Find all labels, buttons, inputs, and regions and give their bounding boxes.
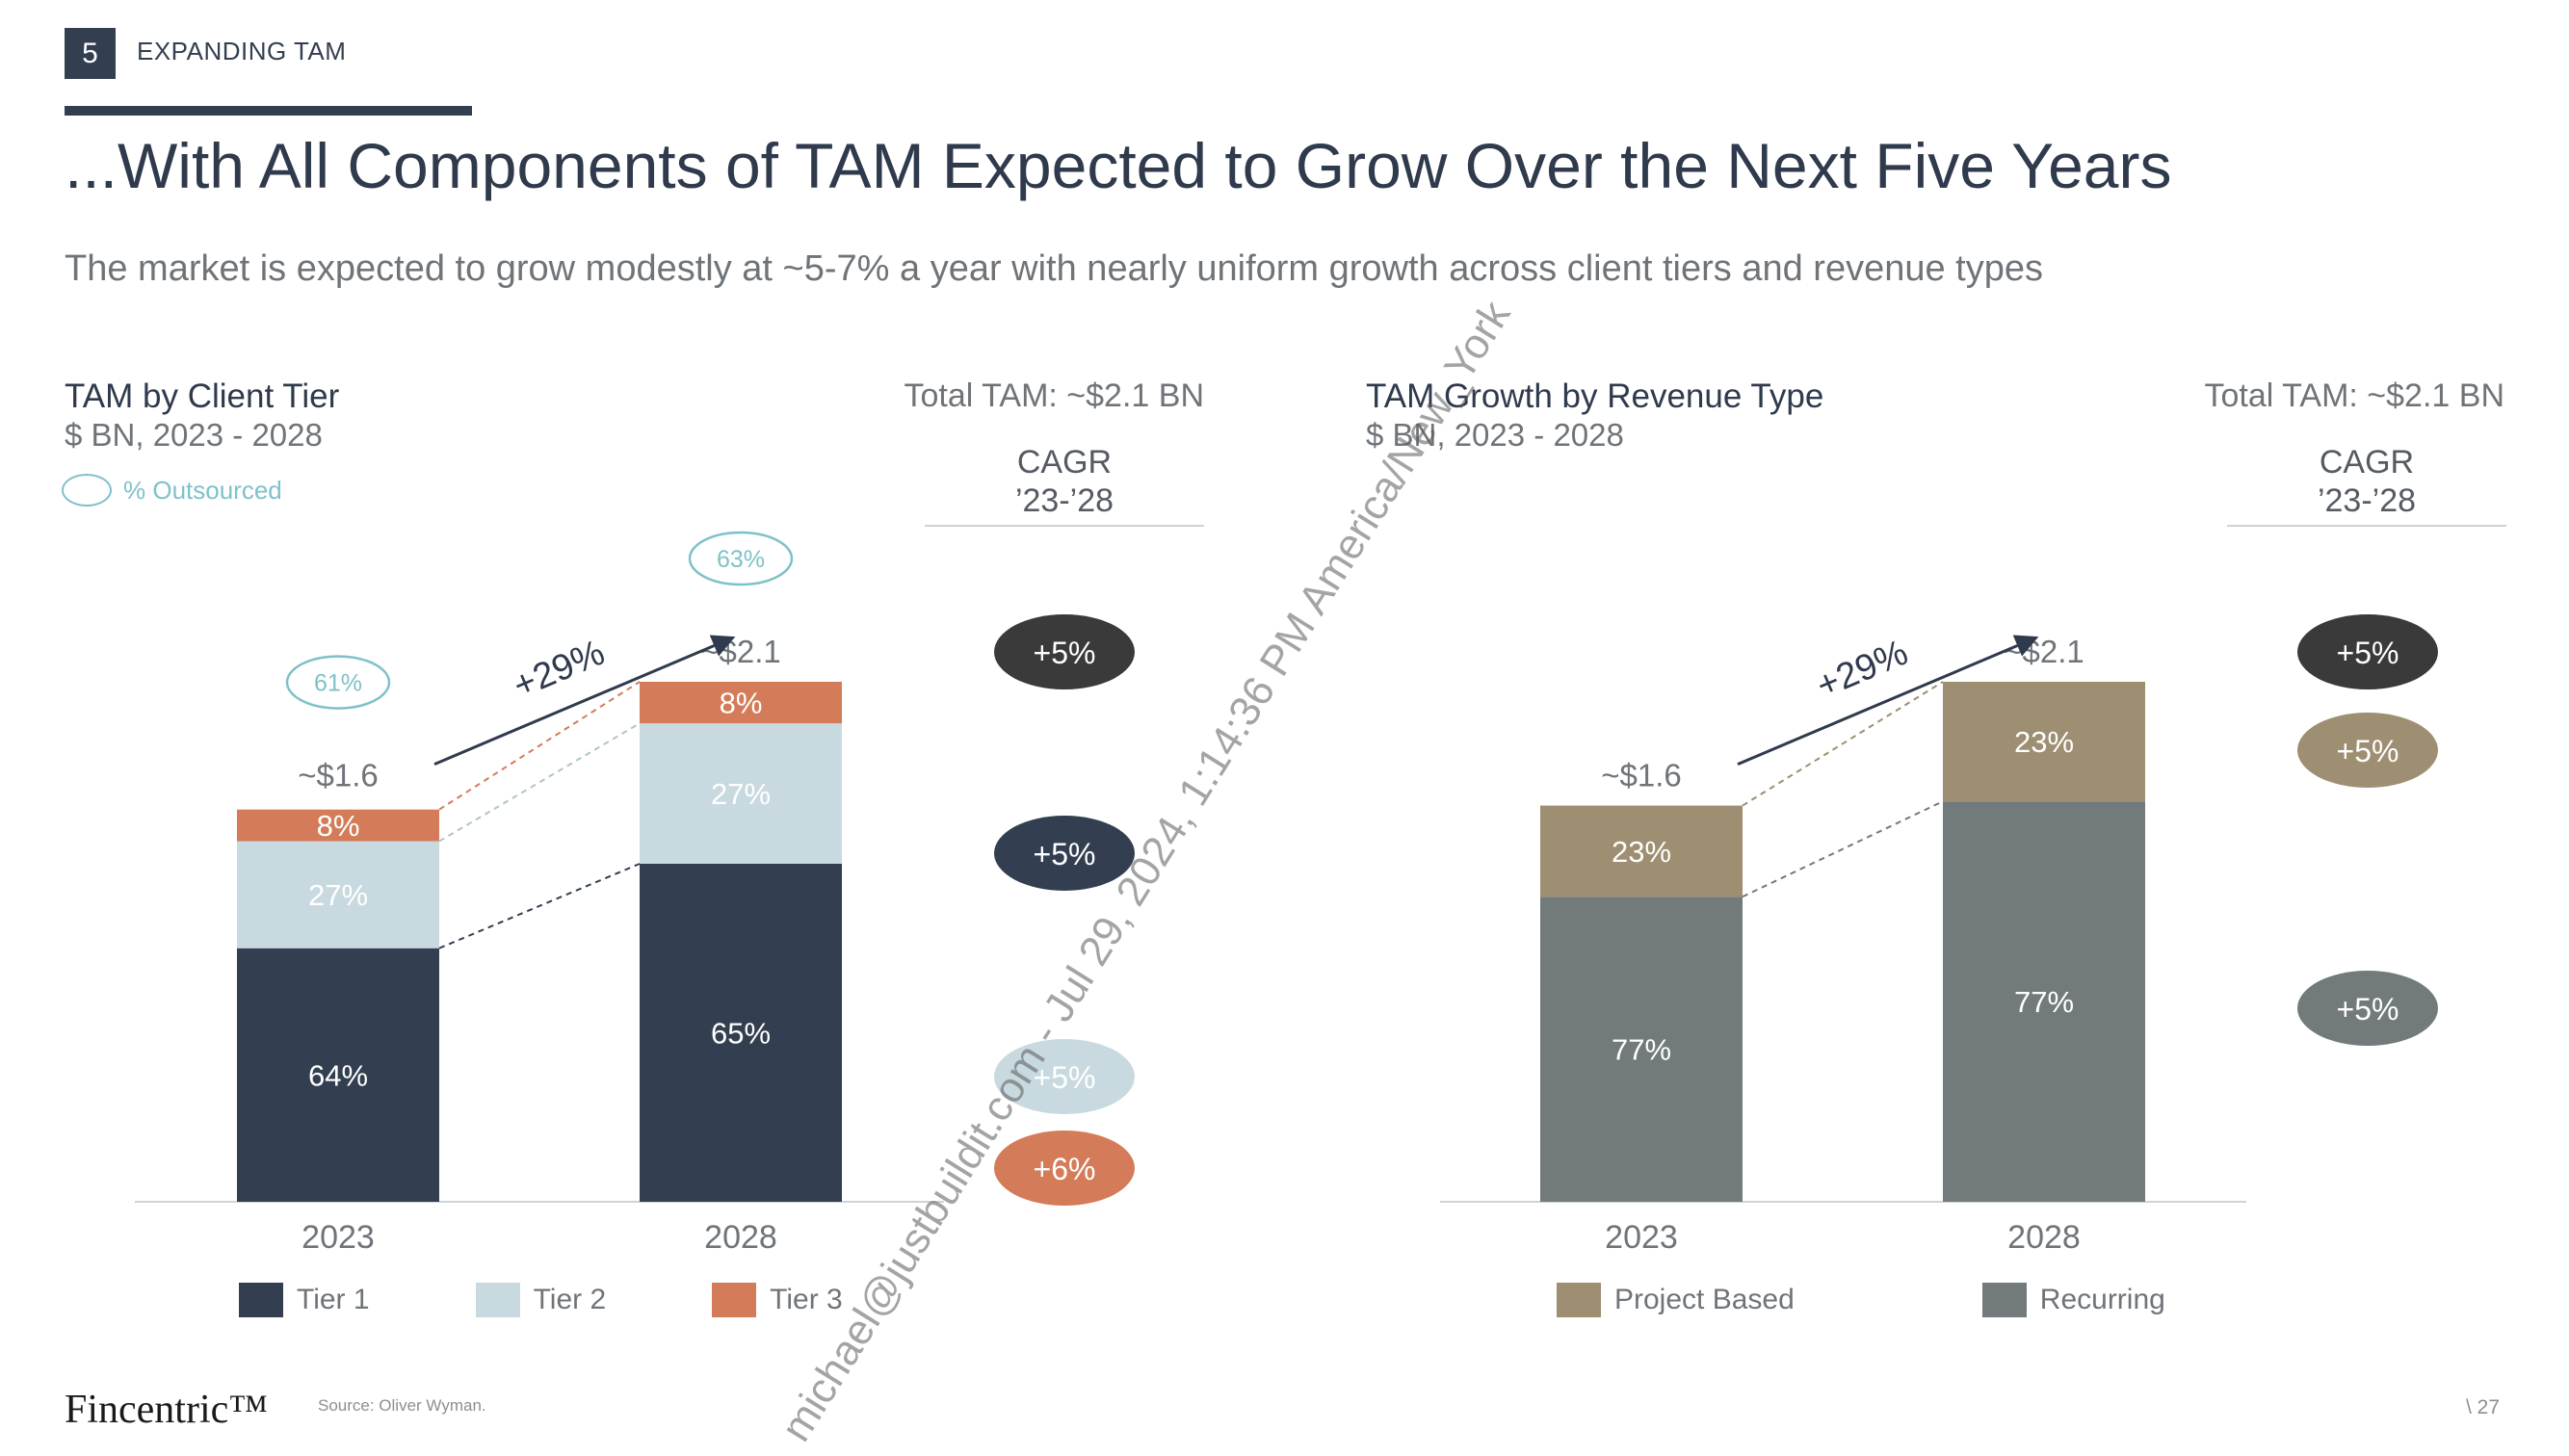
cagr-badge-label-recurring: +5% — [2337, 992, 2399, 1027]
right-chart-title: TAM Growth by Revenue Type — [1366, 377, 1824, 415]
left-chart-subtitle: $ BN, 2023 - 2028 — [65, 417, 323, 453]
outsourced-legend-label: % Outsourced — [123, 475, 282, 505]
cagr-badge-label-total: +5% — [1034, 636, 1096, 670]
legend-label-tier-3: Tier 3 — [770, 1284, 843, 1315]
legend-swatch-tier-3 — [712, 1283, 757, 1317]
outsourced-label-2028: 63% — [717, 546, 765, 573]
total-label-2023: ~$1.6 — [298, 758, 379, 793]
growth-arrow-icon — [433, 635, 736, 766]
x-tick-label-2023: 2023 — [301, 1219, 375, 1256]
bar-recurring-2023 — [1540, 897, 1743, 1202]
bar-label-tier-3-2028: 8% — [720, 687, 763, 720]
left-legend: Tier 1 Tier 2 Tier 3 — [239, 1283, 843, 1317]
outsourced-oval-2028 — [688, 531, 794, 586]
x-tick-label-2028: 2028 — [704, 1219, 777, 1256]
bar-tier-2-2023 — [237, 841, 439, 949]
left-cagr-header-line2: ’23-’28 — [1014, 482, 1114, 519]
cagr-badge-label-tier-2: +5% — [1034, 1060, 1096, 1095]
fincentric-logo: Fincentric™ — [65, 1388, 269, 1432]
page-number: \ 27 — [2466, 1396, 2501, 1418]
cagr-badge-label-project-based: +5% — [2337, 734, 2399, 768]
bar-tier-3-2023 — [237, 809, 439, 842]
bar-label-recurring-2023: 77% — [1612, 1033, 1671, 1067]
bar-project-based-2023 — [1540, 805, 1743, 897]
bar-label-tier-1-2023: 64% — [308, 1058, 368, 1092]
legend-swatch-tier-1 — [239, 1283, 283, 1317]
cagr-badge-total — [2297, 614, 2438, 689]
legend-tier-3: Tier 3 — [712, 1283, 843, 1317]
outsourced-oval-icon — [62, 474, 112, 507]
left-chart: 64% 27% 8% ~$1.6 2023 61% 65% 27% 8% ~$2.1 2028 63%… — [135, 531, 1135, 1256]
right-total-tam: Total TAM: ~$2.1 BN — [2204, 377, 2505, 414]
outsourced-legend: % Outsourced — [62, 474, 282, 507]
bar-label-tier-2-2028: 27% — [711, 777, 771, 811]
legend-label-tier-1: Tier 1 — [297, 1284, 370, 1315]
bar-project-based-2028 — [1943, 682, 2145, 802]
left-cagr-header: CAGR ’23-’28 — [925, 443, 1204, 520]
total-label-2023: ~$1.6 — [1601, 758, 1682, 793]
bar-tier-2-2028 — [640, 723, 842, 864]
legend-label-tier-2: Tier 2 — [533, 1284, 607, 1315]
bar-tier-3-2028 — [640, 682, 842, 724]
x-tick-label-2023: 2023 — [1605, 1219, 1678, 1256]
page-title: ...With All Components of TAM Expected t… — [65, 130, 2172, 201]
title-rule — [65, 106, 472, 116]
right-legend: Project Based Recurring — [1557, 1283, 2165, 1317]
cagr-badge-project-based — [2297, 713, 2438, 788]
bar-label-recurring-2028: 77% — [2014, 985, 2074, 1019]
total-label-2028: ~$2.1 — [2004, 634, 2084, 669]
cagr-badge-label-total: +5% — [2337, 636, 2399, 670]
section-number-badge: 5 — [65, 28, 116, 79]
outsourced-oval-2023 — [285, 655, 391, 710]
cagr-badge-tier-2 — [994, 1039, 1135, 1114]
bar-tier-1-2023 — [237, 948, 439, 1202]
left-chart-title: TAM by Client Tier — [65, 377, 340, 415]
legend-project-based: Project Based — [1557, 1283, 1795, 1317]
legend-swatch-project-based — [1557, 1283, 1601, 1317]
bar-label-tier-3-2023: 8% — [317, 809, 360, 843]
legend-tier-2: Tier 2 — [475, 1283, 607, 1317]
legend-tier-1: Tier 1 — [239, 1283, 370, 1317]
right-cagr-header-line2: ’23-’28 — [2317, 482, 2417, 519]
outsourced-label-2023: 61% — [314, 670, 362, 697]
bar-recurring-2028 — [1943, 801, 2145, 1202]
bar-label-project-based-2028: 23% — [2014, 725, 2074, 759]
cagr-badge-tier-1 — [994, 816, 1135, 891]
legend-recurring: Recurring — [1981, 1283, 2165, 1317]
connector-recurring — [1742, 800, 1944, 898]
right-cagr-rule — [2227, 525, 2506, 527]
page-subtitle: The market is expected to grow modestly … — [65, 248, 2044, 289]
cagr-badge-label-tier-3: +6% — [1034, 1152, 1096, 1186]
right-cagr-header: CAGR ’23-’28 — [2227, 443, 2506, 520]
cagr-badge-recurring — [2297, 971, 2438, 1046]
left-total-tam: Total TAM: ~$2.1 BN — [904, 377, 1205, 414]
total-label-2028: ~$2.1 — [700, 634, 781, 669]
left-cagr-rule — [925, 525, 1204, 527]
bar-label-tier-2-2023: 27% — [308, 878, 368, 912]
growth-arrow-icon — [1737, 635, 2039, 766]
left-cagr-header-line1: CAGR — [1016, 444, 1113, 481]
bar-tier-1-2028 — [640, 864, 842, 1202]
legend-label-recurring: Recurring — [2039, 1284, 2165, 1315]
source-note: Source: Oliver Wyman. — [318, 1396, 486, 1415]
right-chart-subtitle: $ BN, 2023 - 2028 — [1366, 417, 1624, 453]
cagr-badge-tier-3 — [994, 1131, 1135, 1206]
connector-project-based — [1742, 681, 1944, 807]
cagr-badge-label-tier-1: +5% — [1034, 837, 1096, 871]
connector-tier-1 — [438, 863, 641, 949]
bar-label-tier-1-2028: 65% — [711, 1017, 771, 1051]
x-tick-label-2028: 2028 — [2007, 1219, 2081, 1256]
connector-tier-3 — [438, 681, 641, 811]
legend-swatch-tier-2 — [475, 1283, 520, 1317]
legend-label-project-based: Project Based — [1614, 1284, 1795, 1315]
cagr-badge-total — [994, 614, 1135, 689]
bar-label-project-based-2023: 23% — [1612, 835, 1671, 869]
section-label: EXPANDING TAM — [137, 37, 347, 65]
right-cagr-header-line1: CAGR — [2319, 444, 2415, 481]
legend-swatch-recurring — [1981, 1283, 2027, 1317]
connector-tier-2 — [438, 722, 641, 843]
